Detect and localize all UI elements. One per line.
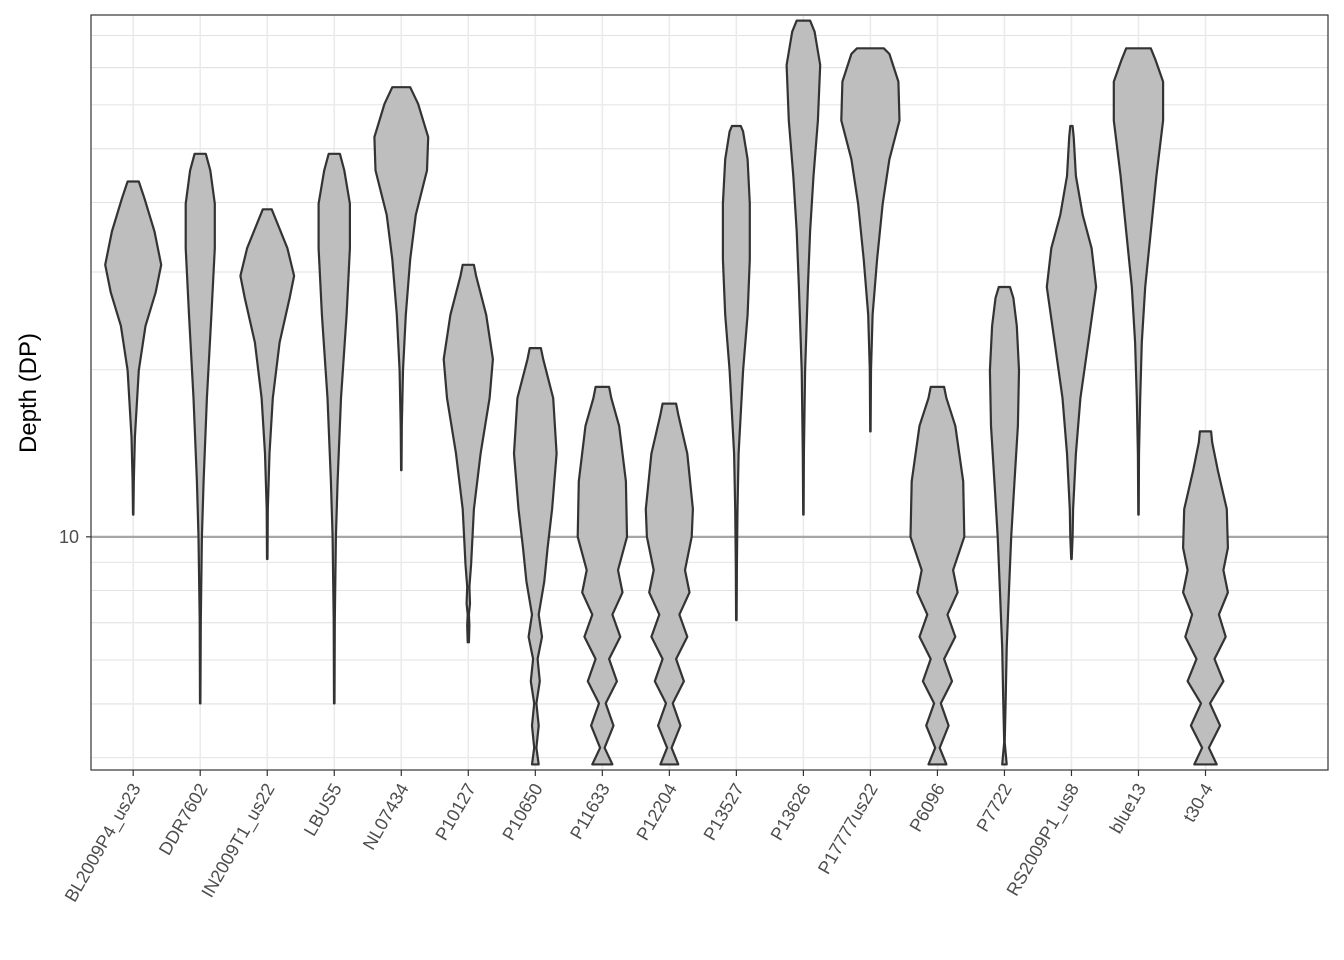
- violin-P7722: [988, 285, 1021, 766]
- violin-P10650: [512, 347, 558, 766]
- violin-LBUS5: [317, 152, 351, 705]
- violin-RS2009P1_us8: [1045, 124, 1098, 561]
- violin-t30-4: [1182, 430, 1229, 766]
- violin-P12204: [644, 402, 694, 766]
- violin-P10127: [442, 263, 494, 644]
- violin-P13626: [785, 19, 822, 516]
- violin-P6096: [909, 385, 966, 766]
- y-axis-title: Depth (DP): [15, 333, 42, 453]
- violin-NL07434: [373, 86, 430, 472]
- violin-P11633: [576, 385, 629, 766]
- violin-BL2009P4_us23: [104, 180, 163, 516]
- violin-P17777us22: [840, 47, 901, 433]
- violins: [104, 19, 1229, 766]
- violin-P13527: [721, 124, 751, 622]
- violin-blue13: [1112, 47, 1165, 516]
- y-tick-label: 10: [59, 527, 79, 547]
- violin-IN2009T1_us22: [239, 208, 296, 561]
- violin-DDR7602: [184, 152, 216, 705]
- plot-panel-border: [90, 14, 1329, 771]
